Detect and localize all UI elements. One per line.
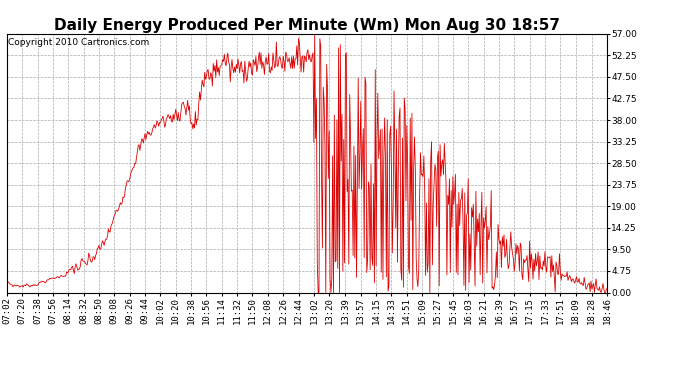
Title: Daily Energy Produced Per Minute (Wm) Mon Aug 30 18:57: Daily Energy Produced Per Minute (Wm) Mo… bbox=[54, 18, 560, 33]
Text: Copyright 2010 Cartronics.com: Copyright 2010 Cartronics.com bbox=[8, 38, 149, 46]
